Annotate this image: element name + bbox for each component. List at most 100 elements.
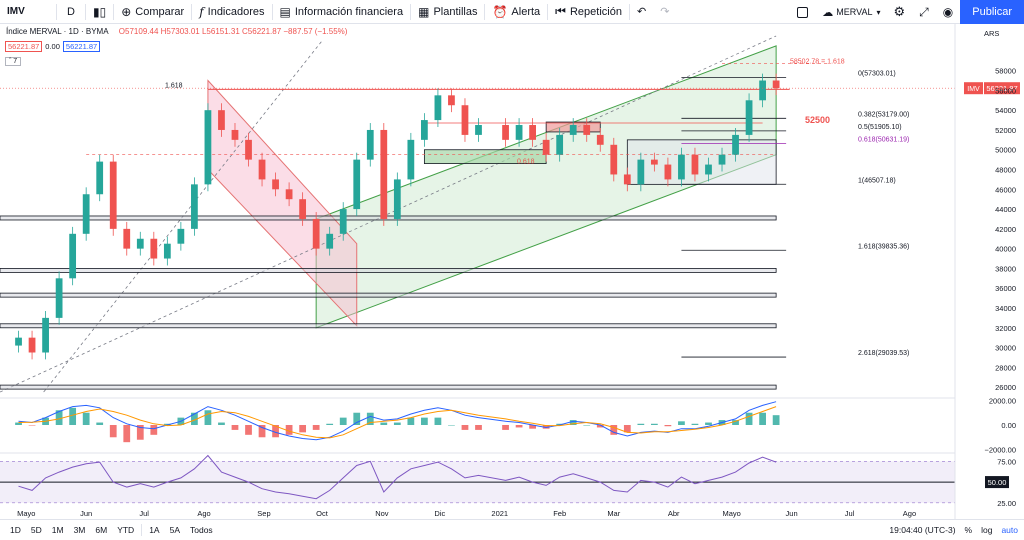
chart-type-button[interactable]: ▮▯: [86, 0, 113, 24]
range-button-1d[interactable]: 1D: [10, 525, 21, 535]
log-toggle[interactable]: log: [981, 525, 993, 535]
chevron-up-icon: ˆ: [9, 58, 12, 65]
candle-body: [353, 159, 361, 210]
candle-body: [150, 238, 158, 259]
price-panel: [0, 73, 955, 360]
y-tick-label: 42000: [995, 225, 1016, 234]
candle-body: [515, 125, 523, 140]
candle-body: [163, 243, 171, 259]
candle-body: [136, 238, 144, 249]
undo-icon: ↶: [636, 6, 647, 18]
macd-histogram-bar: [245, 425, 252, 435]
candle-body: [272, 179, 279, 190]
macd-histogram-bar: [610, 425, 618, 435]
financials-button[interactable]: ▤ Información financiera: [273, 0, 411, 24]
percent-toggle[interactable]: %: [964, 525, 973, 535]
compare-button[interactable]: ⊕ Comparar: [114, 0, 191, 24]
replay-button[interactable]: ⏮ Repetición: [548, 0, 629, 24]
macd-histogram-bar: [475, 425, 482, 430]
range-button-1a[interactable]: 1A: [149, 525, 160, 535]
range-button-5a[interactable]: 5A: [169, 525, 180, 535]
rsi-last-badge-bg: [985, 476, 1009, 489]
chart-legend: Índice MERVAL · 1D · BYMA O57109.44 H573…: [6, 27, 347, 36]
x-tick-label: Jun: [80, 509, 92, 518]
screenshot-button[interactable]: ◉: [936, 0, 960, 24]
alert-button[interactable]: ⏰ Alerta: [485, 0, 547, 24]
auto-toggle[interactable]: auto: [1001, 525, 1018, 535]
macd-histogram-bar: [150, 425, 158, 435]
range-button-todos[interactable]: Todos: [190, 525, 213, 535]
candle-body: [529, 125, 536, 140]
range-button-6m[interactable]: 6M: [95, 525, 108, 535]
macd-histogram-bar: [569, 420, 577, 425]
settings-button[interactable]: ⚙: [887, 0, 913, 24]
macd-histogram-bar: [461, 425, 469, 430]
macd-histogram-bar: [393, 422, 401, 425]
candle-body: [664, 164, 672, 180]
support-zone: [0, 384, 777, 390]
macd-histogram-bar: [421, 417, 428, 425]
toolbar-divider: [56, 3, 57, 20]
range-button-ytd[interactable]: YTD: [117, 525, 135, 535]
macd-histogram-bar: [623, 425, 631, 433]
fullscreen-button[interactable]: ⤢: [912, 0, 936, 24]
macd-histogram-bar: [583, 425, 591, 426]
fib-level-label: 0(57303.01): [858, 71, 896, 78]
macd-histogram-bar: [650, 423, 658, 425]
redo-button[interactable]: ↷: [653, 0, 676, 24]
publish-button[interactable]: Publicar: [960, 0, 1024, 24]
indicators-button[interactable]: f Indicadores: [192, 0, 271, 24]
symbol-search[interactable]: IMV: [7, 6, 25, 17]
redo-icon: ↷: [660, 6, 670, 18]
interval-selector[interactable]: D: [67, 5, 75, 18]
range-button-1m[interactable]: 1M: [51, 525, 64, 535]
range-button-5d[interactable]: 5D: [30, 525, 42, 535]
macd-histogram-bar: [353, 412, 361, 425]
macd-histogram-bar: [231, 425, 239, 430]
range-list: 1D 5D 1M 3M 6M YTD 1A 5A Todos: [5, 524, 218, 536]
macd-histogram-bar: [664, 425, 672, 427]
rsi-line: [18, 454, 777, 500]
y-tick-label: 34000: [995, 304, 1016, 313]
indicators-collapse-button[interactable]: ˆ 7: [5, 57, 22, 66]
undo-button[interactable]: ↶: [630, 0, 653, 24]
spread-value: 0.00: [45, 42, 60, 51]
macd-histogram-bar: [759, 412, 766, 425]
rsi-tick-label: 25.00: [997, 499, 1016, 508]
quote-badges: 56221.87 0.00 56221.87: [5, 41, 101, 52]
top-toolbar: IMV D ▮▯ ⊕ Comparar f Indicadores ▤ Info…: [0, 0, 1024, 24]
toolbar-divider: [85, 3, 86, 20]
candle-body: [258, 159, 266, 180]
range-button-3m[interactable]: 3M: [73, 525, 86, 535]
layout-name: MERVAL: [836, 7, 873, 17]
descending-channel: [207, 79, 358, 328]
compare-label: Comparar: [135, 5, 185, 18]
chevron-down-icon: ▾: [876, 7, 881, 17]
axes-layer: IMV 56221.87 26000 28000 30000 32000 34000 3600…: [0, 24, 1020, 519]
macd-histogram-bar: [204, 410, 212, 425]
macd-histogram-bar: [258, 425, 266, 438]
templates-button[interactable]: ▦ Plantillas: [411, 0, 484, 24]
select-checkbox[interactable]: [797, 6, 809, 18]
camera-icon: ◉: [942, 5, 954, 19]
layout-selector[interactable]: ☁ MERVAL ▾: [816, 6, 886, 19]
replay-icon: ⏮: [555, 4, 566, 18]
candle-body: [623, 174, 631, 185]
symbol-badge: IMV: [967, 86, 980, 93]
fib-level-label: 1(46507.18): [858, 177, 896, 184]
ask-badge[interactable]: 56221.87: [62, 41, 101, 52]
y-tick-label: 30000: [995, 344, 1016, 353]
chart-canvas[interactable]: 0(57303.01) 0.382(53179.00) 0.5(51905.10) 0…: [0, 24, 1024, 520]
templates-label: Plantillas: [433, 5, 478, 18]
macd-histogram-bar: [326, 423, 334, 425]
candle-body: [502, 125, 509, 140]
macd-histogram-bar: [502, 425, 509, 430]
macd-histogram-bar: [705, 422, 712, 425]
y-tick-label: 38000: [995, 264, 1016, 273]
bid-badge[interactable]: 56221.87: [5, 41, 43, 52]
candle-body: [475, 125, 482, 135]
toolbar-divider: [113, 3, 115, 20]
y-tick-label: 48000: [995, 166, 1016, 175]
drawings-layer: 0(57303.01) 0.382(53179.00) 0.5(51905.10) 0…: [0, 35, 909, 393]
candle-body: [380, 129, 388, 219]
